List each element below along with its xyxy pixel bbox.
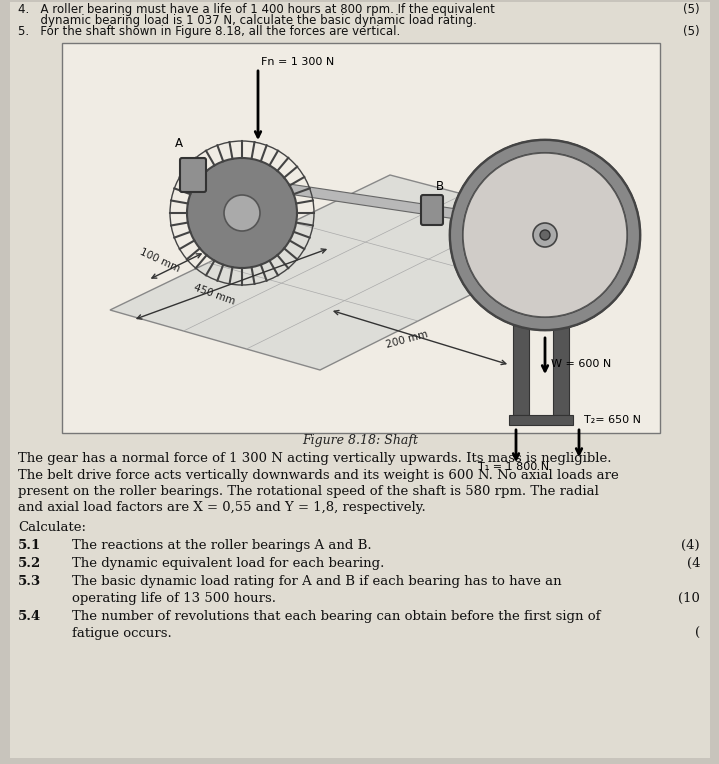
Text: A: A: [175, 137, 183, 150]
Text: 100 mm: 100 mm: [138, 247, 181, 274]
Polygon shape: [513, 325, 529, 415]
Circle shape: [187, 158, 297, 268]
Text: 5.2: 5.2: [18, 557, 41, 570]
Polygon shape: [553, 325, 569, 415]
Text: Calculate:: Calculate:: [18, 521, 86, 534]
FancyBboxPatch shape: [421, 195, 443, 225]
FancyBboxPatch shape: [10, 2, 710, 758]
Polygon shape: [110, 175, 600, 370]
Text: (4: (4: [687, 557, 700, 570]
Text: 200 mm: 200 mm: [385, 329, 429, 350]
Text: (10: (10: [678, 592, 700, 605]
Text: 5.3: 5.3: [18, 575, 41, 588]
Text: T₁ = 1 800 N: T₁ = 1 800 N: [478, 462, 549, 472]
Text: The dynamic equivalent load for each bearing.: The dynamic equivalent load for each bea…: [72, 557, 385, 570]
Circle shape: [540, 230, 550, 240]
Text: The number of revolutions that each bearing can obtain before the first sign of: The number of revolutions that each bear…: [72, 610, 600, 623]
Text: present on the roller bearings. The rotational speed of the shaft is 580 rpm. Th: present on the roller bearings. The rota…: [18, 485, 599, 498]
Text: B: B: [436, 180, 444, 193]
Text: The basic dynamic load rating for A and B if each bearing has to have an: The basic dynamic load rating for A and …: [72, 575, 562, 588]
Text: The reactions at the roller bearings A and B.: The reactions at the roller bearings A a…: [72, 539, 372, 552]
Circle shape: [463, 153, 627, 317]
Polygon shape: [509, 415, 573, 425]
Text: (4): (4): [682, 539, 700, 552]
Text: 5.   For the shaft shown in Figure 8.18, all the forces are vertical.: 5. For the shaft shown in Figure 8.18, a…: [18, 25, 400, 38]
Text: dynamic bearing load is 1 037 N, calculate the basic dynamic load rating.: dynamic bearing load is 1 037 N, calcula…: [18, 14, 477, 27]
Text: Figure 8.18: Shaft: Figure 8.18: Shaft: [302, 434, 418, 447]
Text: (: (: [695, 627, 700, 640]
Text: The belt drive force acts vertically downwards and its weight is 600 N. No axial: The belt drive force acts vertically dow…: [18, 468, 619, 481]
Text: 4.   A roller bearing must have a life of 1 400 hours at 800 rpm. If the equival: 4. A roller bearing must have a life of …: [18, 3, 495, 16]
Text: 5.4: 5.4: [18, 610, 41, 623]
Circle shape: [224, 195, 260, 231]
Text: Fn = 1 300 N: Fn = 1 300 N: [261, 57, 334, 67]
Circle shape: [450, 140, 640, 330]
Text: The gear has a normal force of 1 300 N acting vertically upwards. Its mass is ne: The gear has a normal force of 1 300 N a…: [18, 452, 611, 465]
Text: 450 mm: 450 mm: [192, 283, 236, 307]
Text: operating life of 13 500 hours.: operating life of 13 500 hours.: [72, 592, 276, 605]
Polygon shape: [194, 170, 531, 230]
Text: W = 600 N: W = 600 N: [551, 359, 611, 369]
Text: and axial load factors are X = 0,55 and Y = 1,8, respectively.: and axial load factors are X = 0,55 and …: [18, 501, 426, 514]
Text: fatigue occurs.: fatigue occurs.: [72, 627, 172, 640]
FancyBboxPatch shape: [62, 43, 660, 433]
Text: 5.1: 5.1: [18, 539, 41, 552]
FancyBboxPatch shape: [180, 158, 206, 192]
Text: T₂= 650 N: T₂= 650 N: [584, 415, 641, 425]
Text: (5): (5): [683, 25, 700, 38]
Text: (5): (5): [683, 3, 700, 16]
Circle shape: [533, 223, 557, 247]
